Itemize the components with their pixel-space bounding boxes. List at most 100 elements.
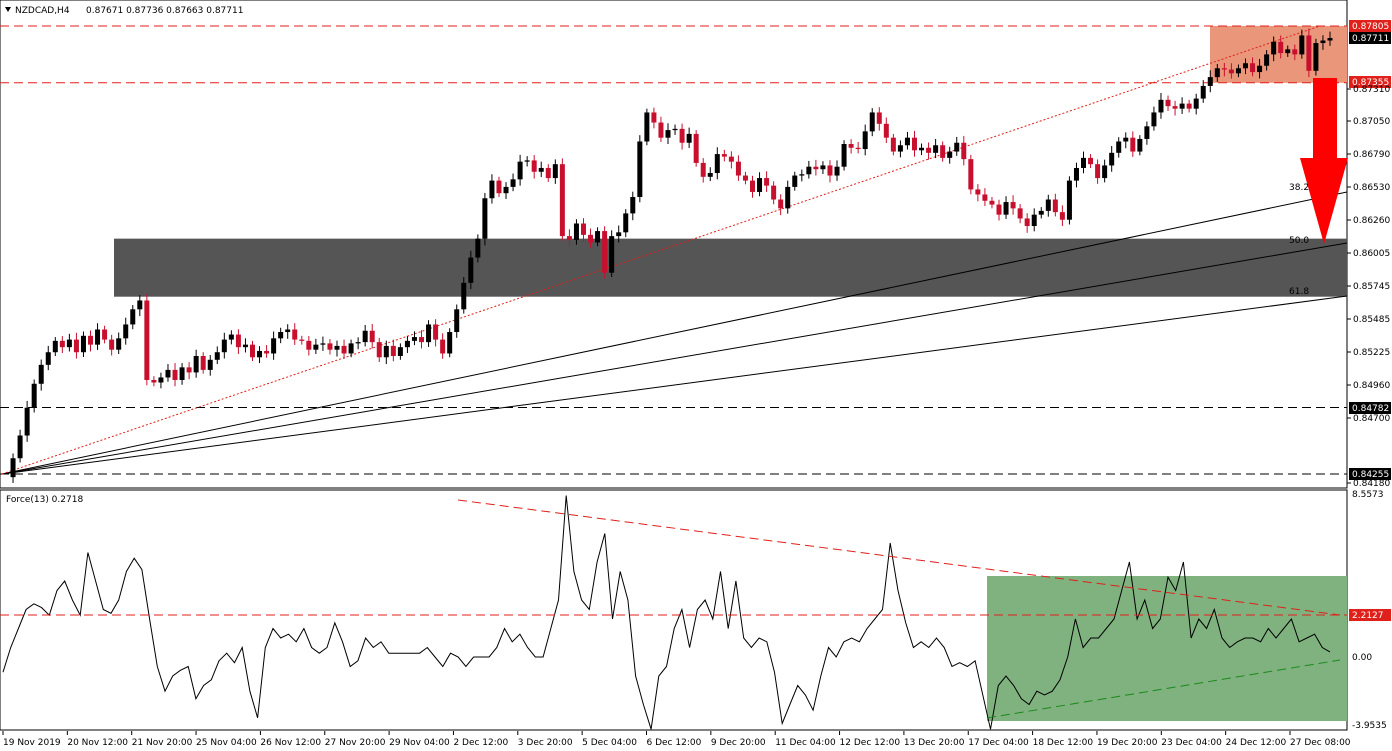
candle-body <box>1031 214 1037 227</box>
time-tick-label: 6 Dec 12:00 <box>647 738 702 748</box>
candle-body <box>264 350 270 354</box>
time-tick-label: 21 Nov 20:00 <box>132 738 193 748</box>
candle-body <box>1327 37 1333 41</box>
candle-body <box>750 180 756 192</box>
candle-body <box>841 143 847 167</box>
candle-body <box>947 151 953 158</box>
time-tick-label: 13 Dec 20:00 <box>904 738 965 748</box>
time-tick-label: 18 Dec 12:00 <box>1033 738 1094 748</box>
candle-body <box>1081 157 1087 168</box>
candle-body <box>742 175 748 181</box>
candle-body <box>637 141 643 197</box>
candle-body <box>172 369 178 380</box>
candle-body <box>1088 157 1094 165</box>
candle-body <box>130 309 136 325</box>
candle-body <box>73 339 79 353</box>
candle-body <box>1003 202 1009 215</box>
candle-body <box>623 213 629 233</box>
candle-body <box>271 338 277 354</box>
candle-body <box>813 166 819 170</box>
price-tick-label: 0.86005 <box>1353 249 1390 259</box>
candle-body <box>334 345 340 350</box>
price-tag: 0.87711 <box>1352 34 1389 44</box>
candle-body <box>278 332 284 339</box>
price-tick-label: 0.86530 <box>1353 183 1390 193</box>
candle-body <box>954 142 960 152</box>
time-tick-label: 29 Nov 04:00 <box>389 738 450 748</box>
fib-label-61: 61.8 <box>1289 287 1309 297</box>
candle-body <box>207 359 213 370</box>
force-tag-bg <box>1349 609 1391 621</box>
candle-body <box>440 339 446 354</box>
candle-body <box>1165 99 1171 107</box>
candle-body <box>538 167 544 172</box>
candle-body <box>1306 35 1312 71</box>
candle-body <box>1024 218 1030 227</box>
candle-body <box>249 344 255 358</box>
candle-body <box>989 200 995 205</box>
force-indicator-label: Force(13) 0.2718 <box>6 495 83 505</box>
fib-label-38: 38.2 <box>1289 183 1309 193</box>
candle-body <box>292 329 298 340</box>
fib-fan-38 <box>1 191 1348 475</box>
price-tick-label: 0.86790 <box>1353 150 1390 160</box>
candle-body <box>95 329 101 345</box>
candle-body <box>433 324 439 340</box>
candle-body <box>313 344 319 350</box>
candle-body <box>1193 98 1199 109</box>
candle-body <box>38 364 44 384</box>
candle-body <box>1130 137 1136 152</box>
candle-body <box>700 162 706 177</box>
candle-body <box>792 175 798 187</box>
candle-body <box>834 166 840 176</box>
candle-body <box>1095 164 1101 179</box>
time-tick-label: 25 Nov 04:00 <box>196 738 257 748</box>
time-tick-label: 19 Nov 2019 <box>3 738 61 748</box>
time-tick-label: 17 Dec 04:00 <box>968 738 1029 748</box>
candle-body <box>144 300 150 380</box>
candle-body <box>468 257 474 283</box>
candle-body <box>961 142 967 160</box>
candle-body <box>102 329 108 340</box>
price-tick-label: 0.87050 <box>1353 117 1390 127</box>
candle-body <box>785 186 791 209</box>
candle-body <box>566 236 572 240</box>
candle-body <box>355 342 361 344</box>
time-tick-label: 23 Dec 04:00 <box>1161 738 1222 748</box>
force-zone <box>987 576 1347 721</box>
time-tick-label: 9 Dec 20:00 <box>711 738 766 748</box>
candle-body <box>489 180 495 199</box>
candle-body <box>66 339 72 348</box>
candle-body <box>137 300 143 310</box>
candle-body <box>404 340 410 348</box>
candle-body <box>1151 112 1157 127</box>
candle-body <box>1235 68 1241 74</box>
candle-body <box>1228 69 1234 74</box>
candle-body <box>1158 99 1164 113</box>
candle-body <box>559 164 565 237</box>
candle-body <box>827 165 833 176</box>
force-tick-label: 0.00 <box>1352 653 1372 663</box>
collapse-arrow-icon[interactable] <box>5 7 11 12</box>
price-tag-bg <box>1349 468 1391 480</box>
candle-body <box>602 231 608 273</box>
candle-body <box>721 154 727 157</box>
candle-body <box>1285 49 1291 54</box>
candle-body <box>447 332 453 354</box>
candle-body <box>123 324 129 339</box>
candle-body <box>1137 138 1143 152</box>
candle-body <box>644 112 650 142</box>
candle-body <box>686 133 692 143</box>
time-tick-label: 26 Nov 12:00 <box>260 738 321 748</box>
candle-body <box>545 167 551 179</box>
price-tag: 0.87805 <box>1352 22 1389 32</box>
price-tag-bg <box>1349 76 1391 88</box>
candle-body <box>580 223 586 235</box>
candle-body <box>933 145 939 153</box>
price-tick-label: 0.84960 <box>1353 381 1390 391</box>
candle-body <box>1172 106 1178 109</box>
candle-body <box>778 199 784 209</box>
candle-body <box>503 186 509 194</box>
candle-body <box>1250 63 1256 73</box>
candle-body <box>1242 63 1248 69</box>
